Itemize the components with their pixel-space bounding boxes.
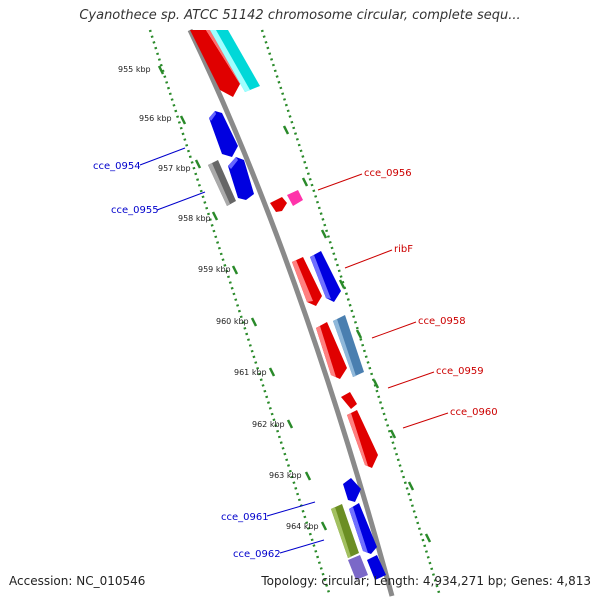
gene-cce-0961[interactable] xyxy=(331,504,359,558)
summary-text: Topology: circular; Length: 4,934,271 bp… xyxy=(261,574,591,588)
kbp-tick-label: 957 kbp xyxy=(158,164,191,173)
gene-label-left[interactable]: cce_0961 xyxy=(221,512,269,523)
gene-label-right[interactable]: ribF xyxy=(394,244,413,255)
accession-text: Accession: NC_010546 xyxy=(9,574,146,588)
gene-cce-0955-partner[interactable] xyxy=(228,157,254,200)
gene-label-right[interactable]: cce_0959 xyxy=(436,366,484,377)
chromosome-backbone xyxy=(187,28,395,597)
gene-cce-0962-blue[interactable] xyxy=(349,503,377,554)
kbp-tick-label: 964 kbp xyxy=(286,522,319,531)
left-major-ticks xyxy=(157,65,328,531)
kbp-tick-label: 960 kbp xyxy=(216,317,249,326)
right-major-ticks xyxy=(282,125,432,543)
gene-cce-0961-blue-small[interactable] xyxy=(343,478,361,502)
gene-bottom-blue[interactable] xyxy=(367,555,386,580)
kbp-tick-label: 955 kbp xyxy=(118,65,151,74)
kbp-tick-label: 956 kbp xyxy=(139,114,172,123)
gene-label-right[interactable]: cce_0956 xyxy=(364,168,412,179)
kbp-tick-label: 961 kbp xyxy=(234,368,267,377)
gene-block-top-cyan[interactable] xyxy=(210,30,260,92)
gene-cce-0960[interactable] xyxy=(347,410,378,468)
gene-ribf-red[interactable] xyxy=(292,257,322,306)
right-leader-lines xyxy=(317,173,449,429)
gene-cce-0954[interactable] xyxy=(209,111,238,157)
gene-cce-0956-magenta[interactable] xyxy=(287,190,303,206)
gene-label-left[interactable]: cce_0955 xyxy=(111,205,159,216)
gene-cce-0962[interactable] xyxy=(348,555,368,580)
gene-label-left[interactable]: cce_0962 xyxy=(233,549,281,560)
gene-cce-0958-red[interactable] xyxy=(316,322,347,379)
left-leader-lines xyxy=(139,147,325,554)
gene-cce-0956-red[interactable] xyxy=(270,197,287,212)
kbp-tick-label: 959 kbp xyxy=(198,265,231,274)
kbp-tick-label: 958 kbp xyxy=(178,214,211,223)
gene-cce-0958-steelblue[interactable] xyxy=(333,315,364,377)
gene-label-right[interactable]: cce_0958 xyxy=(418,316,466,327)
gene-cce-0959[interactable] xyxy=(341,392,357,409)
kbp-tick-label: 962 kbp xyxy=(252,420,285,429)
gene-label-left[interactable]: cce_0954 xyxy=(93,161,141,172)
gene-cce-0955[interactable] xyxy=(208,160,236,206)
map-title: Cyanothece sp. ATCC 51142 chromosome cir… xyxy=(79,8,521,23)
kbp-tick-label: 963 kbp xyxy=(269,471,302,480)
gene-label-right[interactable]: cce_0960 xyxy=(450,407,498,418)
gene-ribf-blue[interactable] xyxy=(310,251,341,302)
